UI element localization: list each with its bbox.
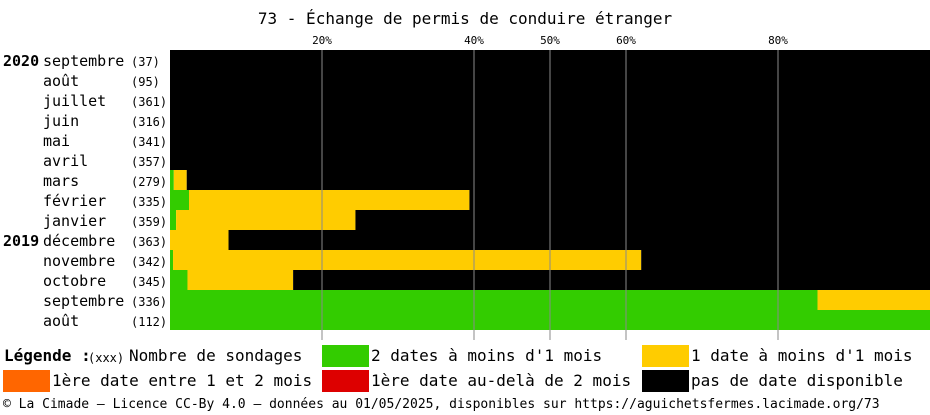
legend-swatch-red <box>322 370 369 392</box>
bar-segment-yellow-8 <box>176 210 356 230</box>
row-month-label: décembre <box>43 232 115 250</box>
grid-layer <box>321 50 779 340</box>
row-count-label: (336) <box>131 295 167 309</box>
row-count-label: (335) <box>131 195 167 209</box>
row-year-label: 2020 <box>3 52 39 70</box>
row-month-label: septembre <box>43 292 124 310</box>
row-month-label: avril <box>43 152 88 170</box>
row-year-label: 2019 <box>3 232 39 250</box>
legend-label-orange: 1ère date entre 1 et 2 mois <box>52 371 313 390</box>
row-month-label: août <box>43 72 79 90</box>
legend-heading: Légende : <box>4 346 91 365</box>
row-month-label: septembre <box>43 52 124 70</box>
legend-row-1: Légende : (xxx) Nombre de sondages 2 dat… <box>0 345 930 367</box>
chart-svg: 20% 40% 50% 60% 80% 2020 septembre (37)août (95… <box>3 34 930 340</box>
bar-segment-black-8 <box>355 210 930 230</box>
bar-segment-yellow-10 <box>173 250 642 270</box>
bar-segment-green-10 <box>170 250 174 270</box>
row-month-label: août <box>43 312 79 330</box>
row-count-label: (341) <box>131 135 167 149</box>
legend-swatch-green <box>322 345 369 367</box>
tick-labels-layer: 20% 40% 50% 60% 80% <box>312 34 788 47</box>
x-tick-label: 60% <box>616 34 636 47</box>
row-count-label: (279) <box>131 175 167 189</box>
legend-swatch-orange <box>3 370 50 392</box>
bar-segment-green-11 <box>170 270 188 290</box>
row-month-label: octobre <box>43 272 106 290</box>
row-count-label: (37) <box>131 55 160 69</box>
legend-label-green: 2 dates à moins d'1 mois <box>371 346 603 365</box>
row-count-label: (95) <box>131 75 160 89</box>
row-count-label: (342) <box>131 255 167 269</box>
row-month-label: mai <box>43 132 70 150</box>
row-count-label: (359) <box>131 215 167 229</box>
footer-credit: © La Cimade – Licence CC-By 4.0 – donnée… <box>3 397 880 412</box>
bar-segment-black-10 <box>641 250 930 270</box>
row-count-label: (363) <box>131 235 167 249</box>
bar-segment-black-7 <box>469 190 930 210</box>
legend-swatch-black <box>642 370 689 392</box>
legend-label-red: 1ère date au-delà de 2 mois <box>371 371 632 390</box>
legend-count-hint: (xxx) <box>88 351 125 365</box>
row-count-label: (345) <box>131 275 167 289</box>
row-month-label: mars <box>43 172 79 190</box>
bar-segment-yellow-12 <box>817 290 930 310</box>
chart-title: 73 - Échange de permis de conduire étran… <box>257 9 673 28</box>
row-count-label: (112) <box>131 315 167 329</box>
x-tick-label: 80% <box>768 34 788 47</box>
bar-segment-black-9 <box>228 230 930 250</box>
row-month-label: février <box>43 192 106 210</box>
row-labels-layer: 2020 septembre (37)août (95)juillet (361)jui… <box>3 52 167 330</box>
legend-swatch-yellow <box>642 345 689 367</box>
x-tick-label: 50% <box>540 34 560 47</box>
row-month-label: novembre <box>43 252 115 270</box>
bar-segment-black-6 <box>186 170 930 190</box>
legend-count-label: Nombre de sondages <box>129 346 303 365</box>
bar-segment-green-6 <box>170 170 174 190</box>
row-month-label: janvier <box>43 212 106 230</box>
bar-segment-green-8 <box>170 210 177 230</box>
row-count-label: (357) <box>131 155 167 169</box>
row-month-label: juillet <box>43 92 106 110</box>
legend-label-yellow: 1 date à moins d'1 mois <box>691 346 913 365</box>
row-count-label: (361) <box>131 95 167 109</box>
bar-segment-green-12 <box>170 290 818 310</box>
legend-row-2: 1ère date entre 1 et 2 mois 1ère date au… <box>0 370 930 392</box>
row-month-label: juin <box>43 112 79 130</box>
bar-segment-yellow-7 <box>189 190 470 210</box>
bar-segment-yellow-11 <box>187 270 294 290</box>
legend-label-black: pas de date disponible <box>691 371 903 390</box>
bar-segment-black-11 <box>293 270 930 290</box>
bar-segment-yellow-9 <box>170 230 229 250</box>
x-tick-label: 40% <box>464 34 484 47</box>
bar-segment-yellow-6 <box>173 170 187 190</box>
row-count-label: (316) <box>131 115 167 129</box>
bar-segment-green-7 <box>170 190 189 210</box>
x-tick-label: 20% <box>312 34 332 47</box>
